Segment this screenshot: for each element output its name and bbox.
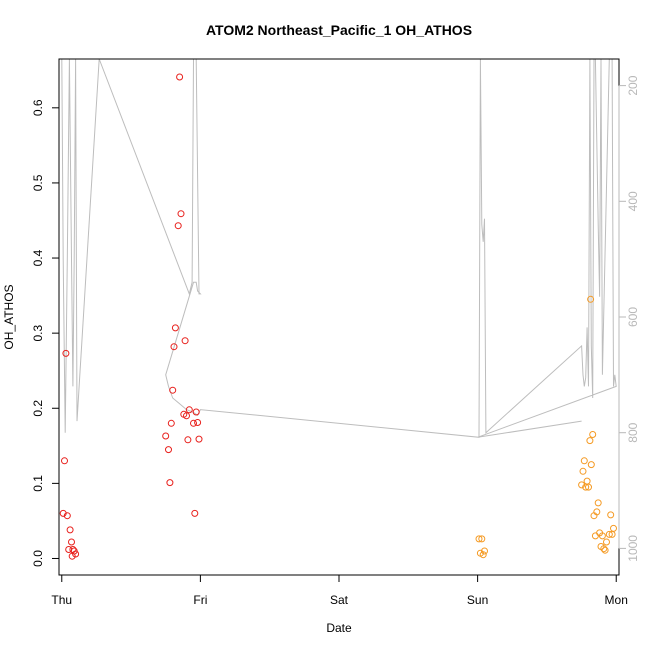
data-point — [600, 545, 608, 553]
y-tick-label: 0.5 — [31, 174, 45, 191]
data-point — [610, 524, 617, 532]
data-point — [165, 446, 172, 454]
data-point — [589, 431, 597, 438]
data-point — [170, 343, 178, 351]
data-point — [162, 432, 170, 440]
data-point — [195, 435, 203, 443]
data-point — [481, 547, 488, 555]
data-point — [176, 73, 184, 81]
x-tick-label: Sat — [330, 593, 349, 607]
data-point — [59, 509, 67, 517]
data-point — [587, 461, 595, 469]
right-y-axis: 200 400 600 800 1000 — [618, 75, 640, 562]
data-point — [184, 436, 192, 444]
y-tick-label: 0.1 — [31, 475, 45, 492]
chart-title: ATOM2 Northeast_Pacific_1 OH_ATHOS — [206, 22, 472, 38]
x-tick-label: Fri — [193, 593, 207, 607]
data-point — [174, 222, 182, 230]
data-point — [190, 419, 197, 427]
data-point — [183, 412, 190, 420]
x-axis-label: Date — [326, 621, 352, 635]
data-point — [594, 499, 602, 507]
x-axis: Thu Fri Sat Sun Mon — [51, 574, 628, 607]
data-point — [72, 550, 80, 558]
data-point — [593, 508, 601, 516]
right-y-tick-label: 1000 — [626, 535, 640, 562]
data-point — [579, 467, 587, 475]
y-tick-label: 0.2 — [31, 400, 45, 417]
data-point — [607, 511, 615, 519]
data-point — [603, 538, 610, 546]
right-y-tick-label: 200 — [626, 75, 640, 95]
y-axis-label: OH_ATHOS — [2, 284, 16, 349]
right-y-tick-label: 600 — [626, 307, 640, 327]
data-point — [169, 386, 177, 394]
y-tick-label: 0.0 — [31, 550, 45, 567]
right-y-tick-label: 400 — [626, 191, 640, 211]
y-tick-label: 0.4 — [31, 249, 45, 266]
data-point — [478, 535, 486, 543]
data-point — [181, 337, 189, 345]
data-points-layer — [59, 73, 617, 560]
data-point — [475, 535, 483, 543]
data-point — [601, 546, 609, 554]
data-point — [63, 512, 71, 520]
x-tick-label: Thu — [51, 593, 72, 607]
data-point — [598, 532, 606, 540]
data-point — [586, 437, 594, 445]
data-point — [580, 457, 588, 465]
data-point — [167, 419, 175, 427]
data-point — [61, 457, 68, 465]
data-point — [171, 324, 179, 332]
x-tick-label: Mon — [605, 593, 628, 607]
data-point — [192, 408, 200, 416]
data-point — [62, 349, 70, 357]
y-axis: 0.0 0.1 0.2 0.3 0.4 0.5 0.6 — [31, 99, 60, 567]
right-y-tick-label: 800 — [626, 422, 640, 442]
data-point — [194, 419, 202, 426]
data-point — [587, 295, 595, 303]
data-point — [585, 483, 592, 491]
right-axis-series-line — [61, 58, 617, 438]
data-point — [578, 481, 586, 489]
data-point — [479, 551, 487, 559]
x-tick-label: Sun — [467, 593, 488, 607]
y-tick-label: 0.3 — [31, 324, 45, 341]
data-point — [177, 210, 185, 218]
data-point — [185, 406, 193, 414]
data-point — [66, 526, 74, 534]
data-point — [605, 530, 613, 538]
y-tick-label: 0.6 — [31, 99, 45, 116]
data-point — [68, 538, 75, 546]
right-axis-series-layer — [61, 58, 617, 438]
data-point — [166, 479, 174, 487]
data-point — [191, 509, 199, 517]
